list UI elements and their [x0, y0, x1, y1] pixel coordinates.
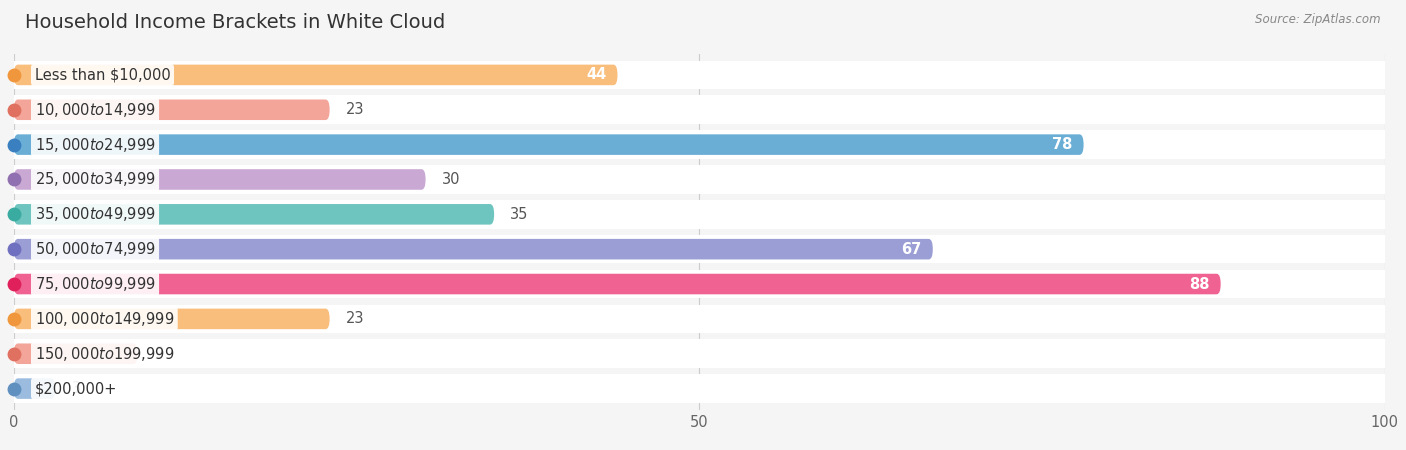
Text: 88: 88	[1189, 277, 1209, 292]
Text: 9: 9	[153, 346, 163, 361]
FancyBboxPatch shape	[14, 239, 932, 260]
Text: 30: 30	[441, 172, 460, 187]
FancyBboxPatch shape	[14, 235, 1385, 263]
Text: 67: 67	[901, 242, 921, 256]
FancyBboxPatch shape	[14, 61, 1385, 89]
FancyBboxPatch shape	[14, 378, 55, 399]
Text: $25,000 to $34,999: $25,000 to $34,999	[35, 171, 156, 189]
Text: 23: 23	[346, 102, 364, 117]
FancyBboxPatch shape	[14, 200, 1385, 229]
Text: $100,000 to $149,999: $100,000 to $149,999	[35, 310, 174, 328]
Text: Household Income Brackets in White Cloud: Household Income Brackets in White Cloud	[25, 14, 446, 32]
FancyBboxPatch shape	[14, 274, 1220, 294]
FancyBboxPatch shape	[14, 343, 138, 364]
FancyBboxPatch shape	[14, 99, 329, 120]
FancyBboxPatch shape	[14, 204, 494, 225]
Text: $75,000 to $99,999: $75,000 to $99,999	[35, 275, 156, 293]
Text: $35,000 to $49,999: $35,000 to $49,999	[35, 205, 156, 223]
FancyBboxPatch shape	[14, 130, 1385, 159]
Text: Less than $10,000: Less than $10,000	[35, 68, 170, 82]
Text: $50,000 to $74,999: $50,000 to $74,999	[35, 240, 156, 258]
FancyBboxPatch shape	[14, 374, 1385, 403]
Text: Source: ZipAtlas.com: Source: ZipAtlas.com	[1256, 14, 1381, 27]
FancyBboxPatch shape	[14, 305, 1385, 333]
FancyBboxPatch shape	[14, 65, 617, 85]
FancyBboxPatch shape	[14, 309, 329, 329]
Text: 78: 78	[1052, 137, 1073, 152]
FancyBboxPatch shape	[14, 165, 1385, 194]
FancyBboxPatch shape	[14, 169, 426, 190]
Text: $10,000 to $14,999: $10,000 to $14,999	[35, 101, 156, 119]
Text: 23: 23	[346, 311, 364, 326]
FancyBboxPatch shape	[14, 339, 1385, 368]
Text: 3: 3	[72, 381, 80, 396]
Text: $200,000+: $200,000+	[35, 381, 117, 396]
Text: $150,000 to $199,999: $150,000 to $199,999	[35, 345, 174, 363]
Text: 35: 35	[510, 207, 529, 222]
FancyBboxPatch shape	[14, 95, 1385, 124]
FancyBboxPatch shape	[14, 270, 1385, 298]
Text: $15,000 to $24,999: $15,000 to $24,999	[35, 135, 156, 153]
Text: 44: 44	[586, 68, 606, 82]
FancyBboxPatch shape	[14, 135, 1084, 155]
